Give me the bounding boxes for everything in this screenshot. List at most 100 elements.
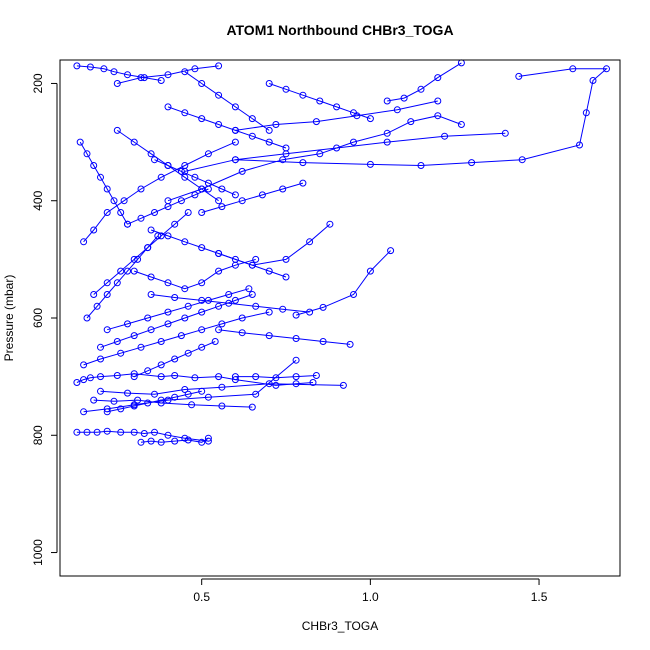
series-29: [181, 68, 273, 134]
data-point: [147, 226, 155, 234]
series-0: [73, 370, 317, 389]
data-point: [124, 320, 131, 328]
series-9: [181, 129, 509, 175]
data-point: [319, 338, 327, 345]
data-point: [292, 373, 300, 381]
data-point: [117, 405, 125, 413]
series-31: [103, 387, 206, 416]
data-point: [184, 209, 192, 216]
data-point: [184, 390, 192, 398]
data-point: [147, 150, 155, 158]
data-point: [97, 173, 104, 181]
series-17: [103, 285, 253, 334]
data-point: [292, 356, 300, 364]
data-point: [76, 138, 84, 146]
data-point: [346, 340, 354, 348]
data-point: [279, 305, 287, 313]
data-point: [218, 185, 226, 193]
data-point: [86, 374, 94, 382]
data-point: [231, 191, 239, 199]
series-5: [80, 356, 300, 416]
data-point: [144, 367, 152, 375]
data-point: [248, 115, 256, 123]
data-point: [188, 401, 196, 409]
data-point: [215, 326, 223, 334]
series-18: [80, 308, 273, 369]
data-point: [211, 338, 219, 345]
series-27: [215, 326, 354, 348]
data-point: [83, 150, 91, 158]
series-12: [231, 97, 442, 134]
data-point: [282, 144, 290, 152]
data-point: [316, 150, 324, 158]
series-22: [164, 103, 290, 152]
data-point: [97, 387, 104, 395]
data-point: [181, 434, 189, 442]
series-line: [127, 188, 209, 225]
data-point: [215, 302, 223, 310]
data-point: [198, 296, 206, 304]
series-line: [86, 235, 159, 319]
y-tick-label: 400: [31, 190, 45, 210]
data-point: [171, 437, 179, 445]
data-point: [326, 220, 334, 228]
data-point: [366, 115, 374, 123]
data-point: [518, 156, 526, 164]
data-point: [110, 68, 118, 76]
data-point: [93, 302, 101, 310]
data-point: [198, 115, 206, 123]
data-point: [117, 349, 125, 357]
data-point: [225, 291, 233, 298]
y-axis-label: Pressure (mbar): [2, 275, 16, 362]
y-tick-label: 600: [31, 308, 45, 328]
data-point: [383, 97, 391, 105]
data-point: [272, 381, 280, 389]
data-point: [215, 62, 223, 70]
data-point: [231, 373, 239, 381]
data-point: [130, 373, 138, 381]
data-point: [231, 156, 239, 164]
data-point: [218, 203, 226, 211]
data-point: [113, 80, 121, 87]
data-point: [177, 167, 185, 175]
series-line: [269, 83, 371, 120]
series-line: [167, 115, 462, 202]
series-line: [201, 182, 304, 213]
y-tick-label: 800: [31, 425, 45, 445]
series-28: [147, 291, 314, 316]
series-15: [80, 138, 239, 246]
data-point: [164, 431, 172, 439]
data-point: [265, 380, 273, 388]
data-point: [90, 291, 98, 298]
data-point: [140, 74, 148, 82]
data-point: [198, 80, 206, 87]
data-point: [130, 332, 138, 340]
data-point: [299, 159, 307, 167]
x-tick-label: 1.0: [362, 590, 379, 604]
data-point: [151, 156, 158, 164]
data-point: [299, 179, 307, 187]
data-point: [80, 376, 88, 384]
data-point: [93, 428, 101, 436]
series-16: [130, 255, 260, 293]
data-point: [231, 138, 239, 146]
data-point: [137, 185, 145, 193]
data-point: [272, 374, 280, 382]
series-line: [107, 390, 202, 413]
data-point: [198, 343, 206, 351]
data-point: [350, 138, 357, 146]
data-point: [73, 428, 81, 436]
data-point: [147, 437, 155, 445]
data-point: [215, 373, 223, 381]
data-point: [279, 156, 287, 164]
data-point: [181, 285, 189, 293]
data-point: [130, 370, 138, 378]
data-point: [157, 232, 165, 240]
data-point: [204, 434, 212, 442]
data-point: [113, 372, 121, 379]
data-point: [215, 121, 223, 128]
data-point: [231, 126, 239, 134]
data-point: [252, 390, 260, 398]
data-point: [191, 374, 199, 382]
data-point: [501, 129, 509, 137]
